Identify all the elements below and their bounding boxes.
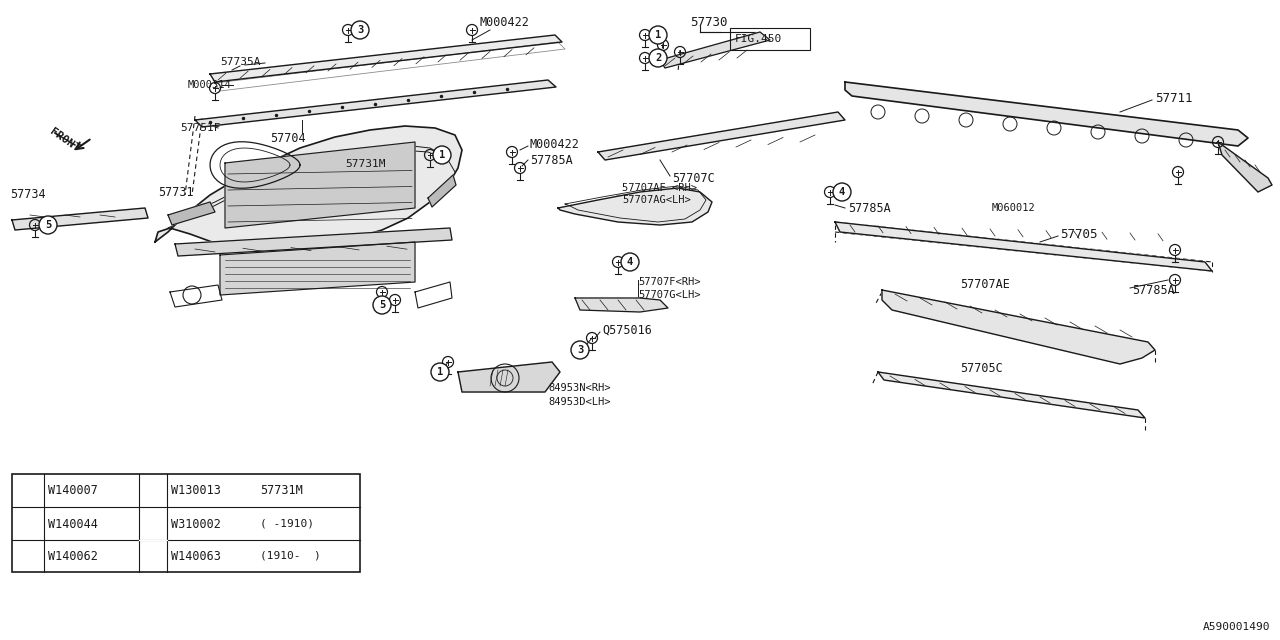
Text: W140044: W140044 [49, 518, 97, 531]
Text: 57730: 57730 [690, 15, 727, 29]
Circle shape [38, 216, 58, 234]
Text: 57707AG<LH>: 57707AG<LH> [622, 195, 691, 205]
Text: Q575016: Q575016 [602, 323, 652, 337]
Text: 1: 1 [24, 486, 31, 496]
Polygon shape [195, 80, 556, 127]
Circle shape [431, 363, 449, 381]
Text: 57707C: 57707C [672, 172, 714, 184]
Circle shape [433, 146, 451, 164]
Circle shape [143, 515, 163, 533]
Text: W310002: W310002 [172, 518, 221, 531]
Text: 5: 5 [45, 220, 51, 230]
Text: 57751F: 57751F [180, 123, 220, 133]
Text: 57707G<LH>: 57707G<LH> [637, 290, 700, 300]
Text: 5: 5 [379, 300, 385, 310]
Polygon shape [155, 126, 462, 250]
Text: 57704: 57704 [270, 131, 306, 145]
Text: 2: 2 [655, 53, 662, 63]
Text: 57785A: 57785A [849, 202, 891, 214]
Text: 84953N<RH>: 84953N<RH> [548, 383, 611, 393]
Text: 57711: 57711 [1155, 92, 1193, 104]
Text: W140007: W140007 [49, 484, 97, 497]
Text: M000314: M000314 [188, 80, 232, 90]
Text: ( -1910): ( -1910) [260, 519, 314, 529]
Polygon shape [878, 372, 1146, 418]
Polygon shape [660, 32, 771, 68]
Polygon shape [175, 228, 452, 256]
Circle shape [571, 341, 589, 359]
Text: 1: 1 [439, 150, 445, 160]
Circle shape [19, 515, 37, 533]
Bar [12, 474, 360, 572]
Text: 4: 4 [838, 187, 845, 197]
Text: 57731: 57731 [157, 186, 193, 200]
Text: W140063: W140063 [172, 550, 221, 563]
Text: W140062: W140062 [49, 550, 97, 563]
Polygon shape [1219, 142, 1272, 192]
Text: W130013: W130013 [172, 484, 221, 497]
Text: 57735A: 57735A [220, 57, 261, 67]
Text: 57707AF <RH>: 57707AF <RH> [622, 183, 698, 193]
Text: 57731M: 57731M [346, 159, 385, 169]
Circle shape [649, 26, 667, 44]
Circle shape [19, 482, 37, 500]
Circle shape [19, 547, 37, 565]
Text: M000422: M000422 [480, 17, 530, 29]
Circle shape [621, 253, 639, 271]
Polygon shape [210, 35, 562, 82]
Text: 57731M: 57731M [260, 484, 303, 497]
Polygon shape [835, 222, 1212, 271]
Polygon shape [458, 362, 561, 392]
Circle shape [372, 296, 390, 314]
Text: 84953D<LH>: 84953D<LH> [548, 397, 611, 407]
Circle shape [143, 482, 163, 500]
Text: 57734: 57734 [10, 189, 46, 202]
Text: 57705C: 57705C [960, 362, 1002, 374]
Text: 57785A: 57785A [530, 154, 572, 166]
Text: M060012: M060012 [992, 203, 1036, 213]
Text: 5: 5 [150, 519, 156, 529]
Bar [730, 28, 810, 50]
Text: 4: 4 [150, 486, 156, 496]
Polygon shape [575, 298, 668, 312]
Text: 4: 4 [627, 257, 634, 267]
Text: 1: 1 [655, 30, 662, 40]
Text: FIG.450: FIG.450 [735, 34, 782, 44]
Text: 57707F<RH>: 57707F<RH> [637, 277, 700, 287]
Text: 1: 1 [436, 367, 443, 377]
Polygon shape [882, 290, 1155, 364]
Circle shape [351, 21, 369, 39]
Text: FRONT: FRONT [49, 126, 82, 154]
Text: 57705: 57705 [1060, 228, 1097, 241]
Polygon shape [598, 112, 845, 160]
Polygon shape [558, 188, 712, 225]
Circle shape [833, 183, 851, 201]
Text: 3: 3 [357, 25, 364, 35]
Text: 57785A: 57785A [1132, 284, 1175, 296]
Polygon shape [225, 142, 415, 228]
Polygon shape [428, 175, 456, 207]
Text: 3: 3 [577, 345, 584, 355]
Text: 57707AE: 57707AE [960, 278, 1010, 291]
Polygon shape [12, 208, 148, 230]
Polygon shape [220, 242, 415, 295]
Polygon shape [168, 202, 215, 225]
Text: A590001490: A590001490 [1202, 622, 1270, 632]
Text: M000422: M000422 [530, 138, 580, 150]
Text: 3: 3 [24, 551, 31, 561]
Text: 2: 2 [24, 519, 31, 529]
Polygon shape [845, 82, 1248, 146]
Text: (1910-  ): (1910- ) [260, 551, 321, 561]
Circle shape [649, 49, 667, 67]
